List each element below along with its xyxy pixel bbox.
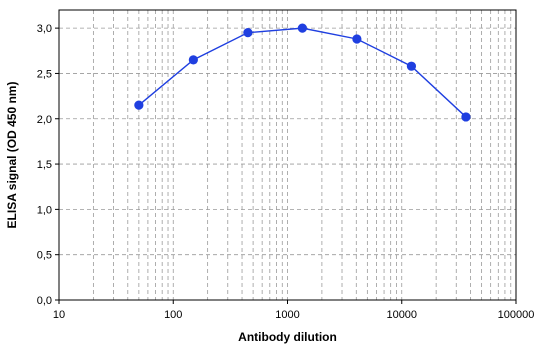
grid [59, 10, 516, 300]
y-tick-label: 2,0 [37, 114, 52, 126]
y-axis-ticks: 0,0 0,5 1,0 1,5 2,0 2,5 3,0 [37, 23, 59, 307]
y-tick-label: 0,5 [37, 250, 52, 262]
y-axis-title: ELISA signal (OD 450 nm) [5, 82, 19, 229]
x-axis-title: Antibody dilution [238, 330, 337, 344]
series-line [138, 27, 467, 118]
data-point [243, 28, 253, 38]
x-tick-label: 100 [164, 309, 182, 321]
data-series [134, 23, 471, 122]
data-point [134, 100, 144, 110]
data-point [352, 34, 362, 44]
y-tick-label: 1,5 [37, 159, 52, 171]
y-tick-label: 2,5 [37, 68, 52, 80]
y-tick-label: 0,0 [37, 295, 52, 307]
data-point [188, 55, 198, 65]
x-tick-label: 10000 [386, 309, 417, 321]
data-point [297, 23, 307, 33]
x-axis-ticks: 10 100 1000 10000 100000 [53, 300, 534, 321]
y-tick-label: 3,0 [37, 23, 52, 35]
data-point [461, 112, 471, 122]
x-tick-label: 100000 [498, 309, 535, 321]
x-tick-label: 10 [53, 309, 65, 321]
x-tick-label: 1000 [275, 309, 299, 321]
data-point [406, 61, 417, 71]
y-tick-label: 1,0 [37, 204, 52, 216]
